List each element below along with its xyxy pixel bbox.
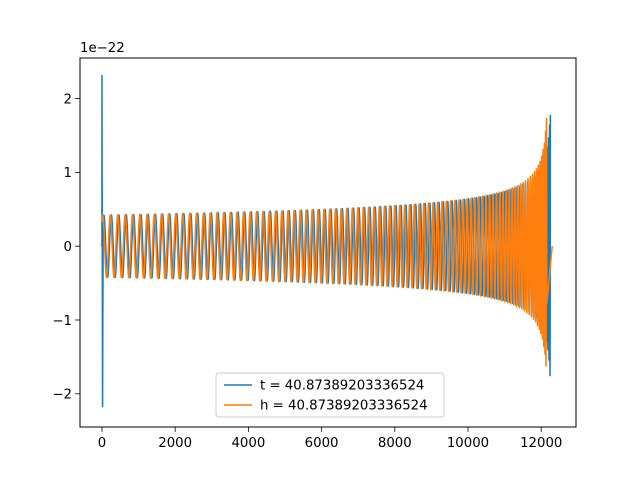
series-layer (101, 74, 553, 408)
legend-label: h = 40.87389203336524 (260, 399, 428, 414)
series-start-spike (101, 74, 104, 408)
x-tick-label: 12000 (520, 436, 562, 451)
y-tick-label: −1 (52, 314, 72, 329)
legend-label: t = 40.87389203336524 (260, 379, 424, 394)
y-axis: −2 −1 0 1 2 (52, 92, 80, 403)
series-line (101, 117, 553, 367)
y-tick-label: 0 (64, 240, 72, 255)
x-tick-label: 6000 (305, 436, 339, 451)
x-tick-label: 8000 (378, 436, 412, 451)
y-tick-label: −2 (52, 388, 72, 403)
x-tick-label: 4000 (231, 436, 265, 451)
x-tick-label: 2000 (158, 436, 192, 451)
y-tick-label: 1 (64, 166, 72, 181)
legend-box (215, 372, 445, 418)
x-tick-label: 10000 (447, 436, 489, 451)
y-tick-label: 2 (64, 92, 72, 107)
legend: t = 40.87389203336524 h = 40.873892033365… (215, 372, 445, 418)
y-axis-offset-text: 1e−22 (80, 41, 125, 56)
x-tick-label: 0 (98, 436, 106, 451)
x-axis: 0 2000 4000 6000 8000 10000 12000 (98, 427, 562, 451)
plot-area-frame (79, 57, 577, 428)
